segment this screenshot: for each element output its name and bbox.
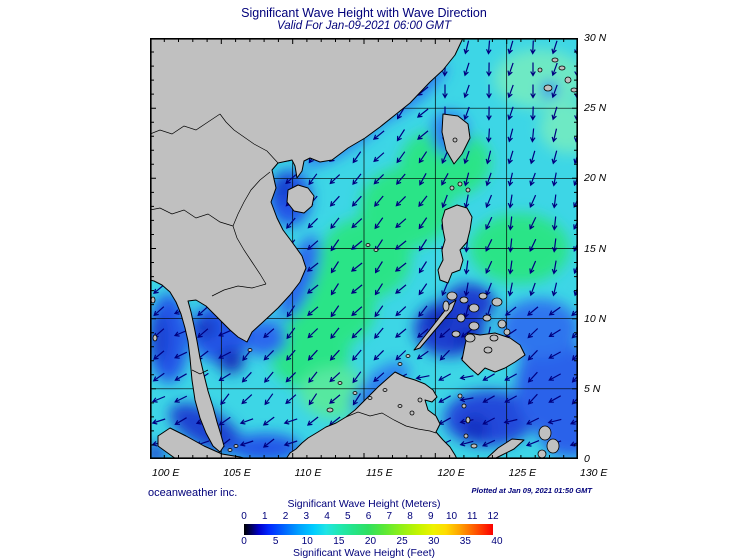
lat-tick-label: 25 N (584, 102, 607, 115)
colorbar-meters-tick: 9 (427, 511, 434, 522)
colorbar-meters-tick: 4 (324, 511, 330, 522)
colorbar-feet-tick: 5 (272, 536, 279, 547)
lon-tick-label: 110 E (294, 467, 322, 479)
lon-tick-label: 105 E (223, 467, 251, 479)
page-title: Significant Wave Height with Wave Direct… (241, 6, 487, 20)
lat-tick-label: 30 N (584, 32, 607, 44)
lat-tick-label: 5 N (584, 382, 601, 395)
colorbar-gradient (244, 524, 493, 535)
colorbar-feet-label: Significant Wave Height (Feet) (292, 547, 435, 559)
colorbar-meters-label: Significant Wave Height (Meters) (287, 498, 441, 510)
lon-tick-label: 125 E (508, 467, 537, 479)
colorbar-meters-tick: 11 (467, 511, 478, 522)
colorbar-feet-tick: 25 (396, 536, 408, 547)
colorbar-feet-tick: 35 (459, 536, 471, 547)
map-plot-area (150, 38, 578, 459)
lat-tick-label: 20 N (584, 172, 607, 185)
colorbar-meters-tick: 0 (241, 511, 247, 522)
colorbar-meters-tick: 5 (344, 511, 351, 522)
wave-map-graphic (150, 38, 578, 459)
lon-tick-label: 115 E (366, 467, 393, 479)
lat-tick-label: 10 N (584, 312, 607, 325)
credit-text: oceanweather inc. (148, 487, 238, 499)
colorbar-feet-tick: 10 (301, 536, 313, 547)
lon-tick-label: 100 E (152, 467, 180, 479)
lat-tick-label: 0 (584, 453, 590, 465)
colorbar-meters-tick: 12 (487, 511, 499, 522)
colorbar-meters-tick: 3 (303, 511, 310, 522)
colorbar-feet-tick: 0 (241, 536, 247, 547)
colorbar-meters-tick: 7 (386, 511, 393, 522)
colorbar-meters-tick: 10 (445, 511, 458, 522)
colorbar-meters-tick: 8 (407, 511, 413, 522)
colorbar-meters-tick: 1 (261, 511, 268, 522)
colorbar-meters-tick: 6 (365, 511, 372, 522)
colorbar-feet-tick: 30 (428, 536, 440, 547)
plotted-timestamp: Plotted at Jan 09, 2021 01:50 GMT (471, 486, 592, 495)
lon-tick-label: 120 E (437, 467, 465, 479)
colorbar-meters-tick: 2 (282, 511, 289, 522)
lon-tick-label: 130 E (580, 467, 608, 479)
colorbar-feet-tick: 40 (491, 536, 503, 547)
colorbar-feet-tick: 20 (364, 536, 377, 547)
lat-tick-label: 15 N (584, 242, 607, 255)
valid-time-subtitle: Valid For Jan-09-2021 06:00 GMT (276, 20, 452, 32)
colorbar-feet-tick: 15 (333, 536, 345, 547)
